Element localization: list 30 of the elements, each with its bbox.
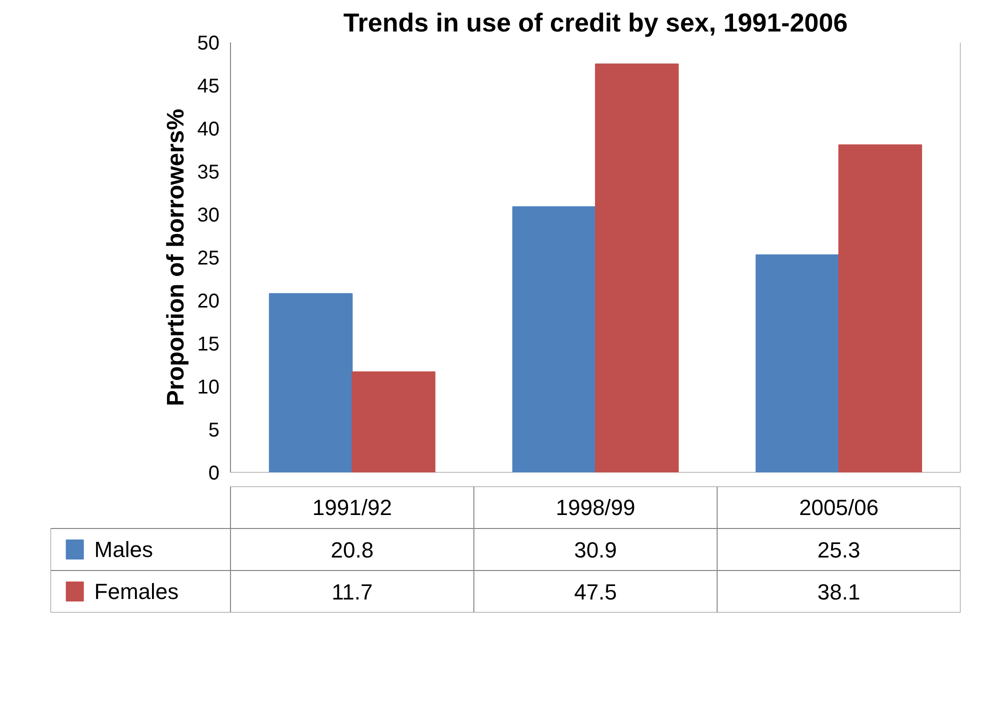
y-tick-label: 0 xyxy=(208,462,220,484)
y-tick-label: 40 xyxy=(197,118,220,140)
data-label: 47.5 xyxy=(574,580,617,604)
legend-label: Females xyxy=(94,579,179,604)
y-tick-label: 50 xyxy=(197,32,220,54)
y-axis-title: Proportion of borrowers% xyxy=(162,108,190,406)
bar xyxy=(756,254,840,472)
y-tick-label: 5 xyxy=(208,420,220,442)
data-label: 38.1 xyxy=(817,580,860,604)
bar xyxy=(838,144,922,472)
x-tick-label: 1991/92 xyxy=(312,495,392,520)
data-label: 11.7 xyxy=(332,580,373,604)
y-tick-label: 35 xyxy=(197,162,220,184)
y-tick-label: 25 xyxy=(197,248,220,270)
y-tick-label: 30 xyxy=(197,204,220,226)
bar xyxy=(512,206,596,472)
data-label: 30.9 xyxy=(574,538,617,562)
bar xyxy=(268,293,353,472)
x-tick-label: 1998/99 xyxy=(556,495,636,520)
y-tick-label: 20 xyxy=(197,290,220,312)
data-label: 20.8 xyxy=(330,538,374,562)
chart-title: Trends in use of credit by sex, 1991-2006 xyxy=(343,8,848,38)
y-tick-label: 45 xyxy=(197,76,220,98)
bar xyxy=(352,371,436,472)
bar xyxy=(595,64,679,472)
data-label: 25.3 xyxy=(817,538,860,562)
x-tick-label: 2005/06 xyxy=(799,495,879,520)
legend-label: Males xyxy=(94,537,153,562)
y-tick-label: 10 xyxy=(197,376,220,398)
y-tick-label: 15 xyxy=(197,334,220,356)
